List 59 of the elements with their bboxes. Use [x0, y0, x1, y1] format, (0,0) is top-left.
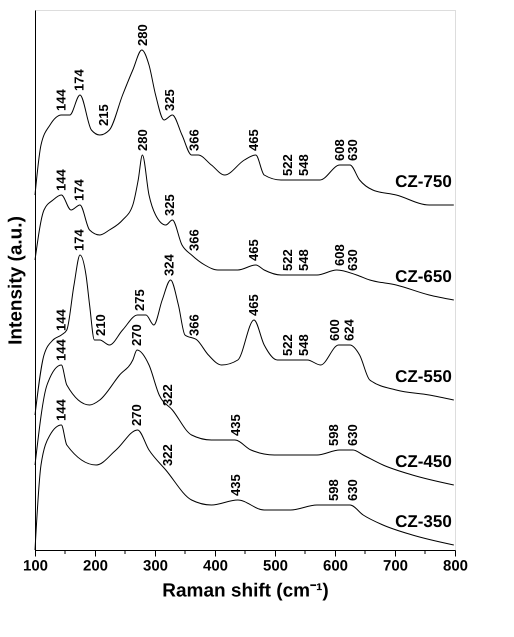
annotation: 325: [162, 89, 177, 111]
x-tick-label: 500: [262, 558, 288, 574]
annotation: 144: [53, 398, 68, 421]
annotation: 144: [53, 308, 68, 331]
x-tick-label: 700: [382, 558, 408, 574]
annotation: 144: [53, 168, 68, 191]
x-tick-label: 300: [142, 558, 168, 574]
annotation: 630: [345, 424, 360, 446]
x-tick-label: 100: [22, 558, 48, 574]
annotation: 366: [186, 229, 202, 251]
annotation: 630: [345, 249, 360, 271]
annotation: 144: [53, 88, 68, 111]
annotation: 465: [246, 294, 261, 316]
annotation: 608: [332, 139, 347, 161]
x-tick-label: 800: [442, 558, 468, 574]
annotation: 522: [280, 154, 296, 176]
annotation: 215: [96, 104, 111, 126]
annotation: 600: [327, 319, 342, 341]
annotation: 548: [296, 334, 311, 356]
annotation: 174: [71, 228, 86, 251]
annotation: 598: [326, 424, 341, 446]
annotation: 548: [296, 154, 311, 176]
y-axis-title: Intensity (a.u.): [6, 216, 26, 345]
annotation: 522: [280, 334, 296, 356]
annotation: 465: [246, 129, 261, 151]
series-label: CZ-350: [395, 512, 452, 531]
x-axis-title: Raman shift (cm⁻¹): [162, 580, 329, 602]
annotation: 280: [135, 24, 150, 46]
series-label: CZ-550: [395, 367, 452, 386]
annotation: 366: [186, 314, 202, 336]
annotation: 598: [326, 479, 341, 501]
series-label: CZ-450: [395, 452, 452, 471]
annotation: 322: [160, 444, 176, 466]
annotation: 144: [53, 338, 68, 361]
x-tick-label: 400: [202, 558, 228, 574]
annotation: 465: [246, 239, 261, 261]
annotation: 435: [228, 414, 243, 436]
annotation: 325: [162, 194, 177, 216]
x-tick-label: 600: [322, 558, 348, 574]
annotation: 630: [345, 479, 360, 501]
annotation: 174: [71, 178, 86, 201]
annotation: 548: [296, 249, 311, 271]
annotation: 608: [332, 244, 347, 266]
annotation: 624: [341, 318, 356, 341]
annotation: 366: [186, 129, 202, 151]
annotation: 270: [129, 404, 144, 426]
annotation: 522: [280, 249, 296, 271]
annotation: 630: [345, 139, 360, 161]
annotation: 324: [161, 254, 176, 276]
annotation: 174: [71, 68, 86, 91]
annotation: 435: [228, 474, 243, 496]
annotation: 270: [129, 324, 144, 346]
annotation: 322: [160, 384, 176, 406]
annotation: 275: [132, 289, 147, 311]
series-label: CZ-650: [395, 267, 452, 286]
annotation: 210: [93, 314, 108, 336]
annotation: 280: [135, 129, 150, 151]
x-tick-label: 200: [82, 558, 108, 574]
series-label: CZ-750: [395, 172, 452, 191]
